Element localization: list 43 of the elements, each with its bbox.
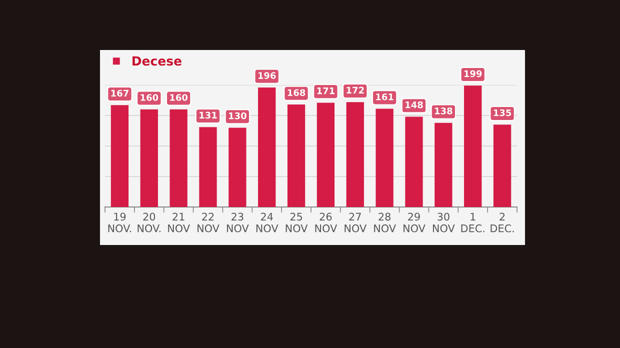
x-tick-label: 27 NOV — [344, 212, 367, 232]
x-tick-label: 21 NOV — [168, 212, 190, 232]
bar — [199, 127, 217, 207]
bar — [258, 87, 276, 207]
data-label: 172 — [346, 86, 364, 94]
data-label: 168 — [288, 89, 306, 96]
bar — [405, 116, 423, 207]
bar — [434, 122, 452, 207]
bar — [493, 124, 512, 207]
x-tick-label: 23 NOV — [226, 212, 249, 232]
data-label: 135 — [494, 109, 512, 116]
bar — [228, 128, 246, 207]
x-tick-label: 29 NOV — [404, 212, 426, 232]
legend-label: Decese — [132, 56, 182, 66]
bar — [110, 105, 129, 207]
data-label: 131 — [200, 112, 217, 119]
data-label: 160 — [140, 94, 158, 101]
x-tick-label: 26 NOV — [315, 212, 338, 232]
x-tick-label: 28 NOV — [374, 212, 396, 232]
bar — [346, 102, 364, 207]
data-label: 148 — [406, 101, 423, 108]
bar — [287, 104, 306, 207]
bar — [140, 109, 158, 207]
bar — [170, 109, 188, 207]
bar — [376, 108, 394, 207]
data-label: 199 — [464, 70, 482, 78]
data-label: 161 — [376, 93, 394, 100]
bar — [464, 86, 482, 207]
x-tick-label: 1 DEC. — [461, 212, 484, 232]
data-label: 160 — [170, 94, 188, 101]
x-tick-label: 25 NOV — [286, 212, 308, 232]
x-tick-label: 24 NOV — [256, 212, 278, 232]
x-tick-label: 30 NOV — [432, 212, 455, 232]
data-label: 138 — [435, 108, 452, 114]
data-label: 130 — [229, 112, 246, 120]
x-tick-label: 19 NOV. — [108, 212, 132, 232]
data-label: 171 — [317, 87, 335, 94]
x-tick-label: 20 NOV. — [138, 212, 160, 232]
bar — [316, 102, 335, 207]
x-tick-label: 2 DEC. — [490, 212, 514, 232]
x-tick-label: 22 NOV — [198, 212, 220, 232]
data-label: 167 — [111, 90, 128, 97]
data-label: 196 — [258, 72, 276, 79]
